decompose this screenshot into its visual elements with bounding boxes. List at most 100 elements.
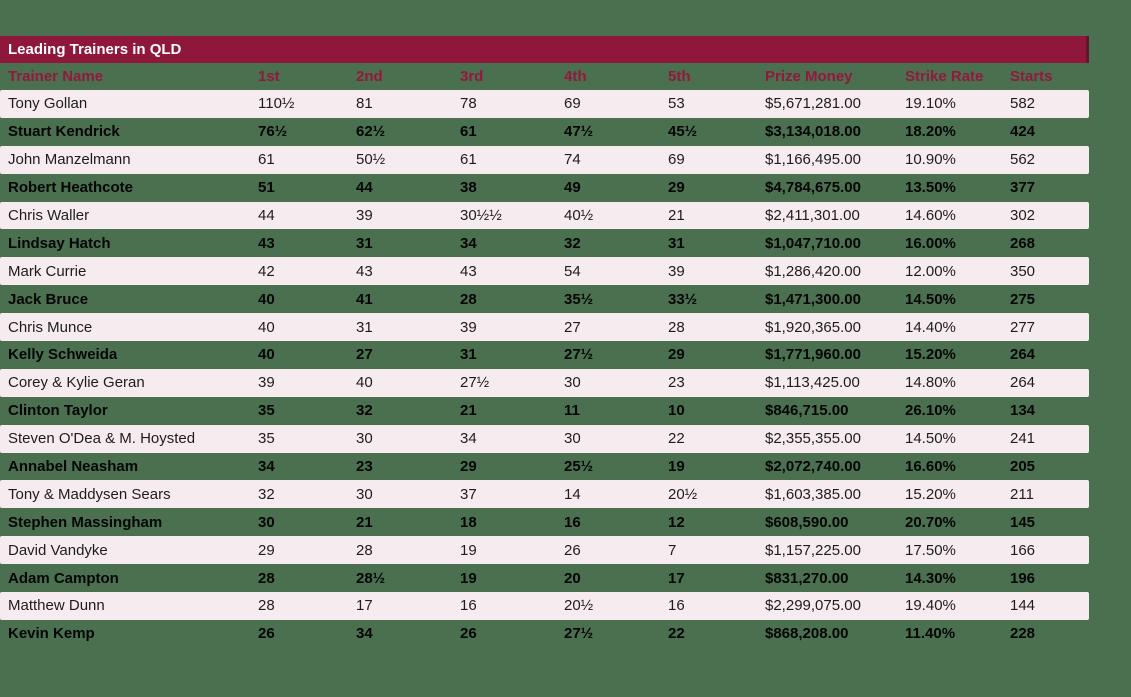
stat-cell: $608,590.00 (765, 513, 849, 531)
stat-cell: 81 (356, 95, 373, 113)
table-row: Mark Currie 42 43 43 54 39 $1,286,420.00 12.00%… (0, 257, 1089, 286)
table-row: Adam Campton 28 28½ 19 20 17 $831,270.00 14.30%… (0, 564, 1089, 592)
stat-cell: 40½ (564, 207, 594, 224)
stat-cell: 21 (460, 402, 477, 420)
stat-cell: 74 (564, 151, 581, 169)
stat-cell: 44 (356, 179, 373, 197)
stat-cell: $2,299,075.00 (765, 597, 861, 615)
stat-cell: 20½ (668, 485, 698, 503)
stat-cell: 27½ (460, 374, 490, 392)
stat-cell: 18 (460, 513, 477, 531)
trainer-name-cell: Chris Waller (8, 207, 90, 224)
table-row: Corey & Kylie Geran 39 40 27½ 30 23 $1,113,425… (0, 368, 1089, 397)
stat-cell: 28 (356, 541, 373, 559)
stat-cell: 18.20% (905, 123, 956, 141)
stat-cell: 228 (1010, 625, 1036, 643)
stat-cell: 69 (564, 95, 581, 113)
leading-trainers-table: Leading Trainers in QLD Trainer Name 1st… (0, 36, 1089, 648)
stat-cell: 350 (1010, 262, 1036, 280)
trainer-name-cell: John Manzelmann (8, 151, 131, 169)
stat-cell: $4,784,675.00 (765, 179, 861, 197)
stat-cell: $1,166,495.00 (765, 151, 861, 169)
stat-cell: $1,603,385.00 (765, 485, 861, 503)
stat-cell: 35½ (564, 290, 594, 308)
stat-cell: 35 (258, 430, 275, 448)
table-row: David Vandyke 29 28 19 26 7 $1,157,225.00 17.50… (0, 536, 1089, 565)
stat-cell: $2,355,355.00 (765, 430, 861, 448)
stat-cell: 11 (564, 402, 580, 420)
stat-cell: 241 (1010, 430, 1036, 448)
trainer-name-cell: Tony & Maddysen Sears (8, 485, 171, 503)
stat-cell: $3,134,018.00 (765, 123, 861, 141)
table-row: Clinton Taylor 35 32 21 11 10 $846,715.00 26.10… (0, 397, 1089, 425)
stat-cell: 29 (460, 458, 477, 476)
stat-cell: $1,471,300.00 (765, 290, 861, 308)
trainer-name-cell: Matthew Dunn (8, 597, 105, 615)
stat-cell: 32 (564, 234, 581, 252)
stat-cell: 19.10% (905, 95, 956, 113)
stat-cell: 28½ (356, 569, 386, 587)
stat-cell: 61 (460, 151, 477, 169)
stat-cell: 39 (258, 374, 275, 392)
stat-cell: 14.50% (905, 430, 956, 448)
table-row: Tony & Maddysen Sears 32 30 37 14 20½ $1,603,3… (0, 480, 1089, 509)
table-row: Jack Bruce 40 41 28 35½ 33½ $1,471,300.00 14.50… (0, 285, 1089, 313)
table-row: Matthew Dunn 28 17 16 20½ 16 $2,299,075.00 19.4… (0, 592, 1089, 620)
stat-cell: 30 (564, 430, 581, 448)
table-row: Chris Munce 40 31 39 27 28 $1,920,365.00 14.40%… (0, 313, 1089, 342)
stat-cell: $5,671,281.00 (765, 95, 861, 113)
column-header-5th: 5th (668, 68, 691, 85)
stat-cell: 20 (564, 569, 581, 587)
column-header-trainer-name: Trainer Name (8, 68, 104, 85)
trainer-name-cell: Chris Munce (8, 318, 93, 336)
trainer-name-cell: Tony Gollan (8, 95, 88, 113)
stat-cell: 32 (258, 485, 275, 503)
table-title-bar: Leading Trainers in QLD (0, 36, 1089, 63)
stat-cell: $1,286,420.00 (765, 262, 861, 280)
stat-cell: 27 (564, 318, 581, 336)
stat-cell: 26 (460, 625, 477, 643)
column-header-3rd: 3rd (460, 68, 484, 85)
stat-cell: 268 (1010, 234, 1036, 252)
stat-cell: 10 (668, 402, 685, 420)
stat-cell: 16 (564, 513, 581, 531)
stat-cell: 28 (668, 318, 685, 336)
stat-cell: 16.00% (905, 234, 956, 252)
stat-cell: 37 (460, 485, 477, 503)
stat-cell: 12 (668, 513, 685, 531)
stat-cell: 40 (258, 346, 275, 364)
stat-cell: 44 (258, 207, 275, 224)
trainer-name-cell: Jack Bruce (8, 290, 89, 308)
stat-cell: 562 (1010, 151, 1036, 169)
stat-cell: 134 (1010, 402, 1036, 420)
stat-cell: 17 (668, 569, 685, 587)
column-header-1st: 1st (258, 68, 280, 85)
stat-cell: 20½ (564, 597, 594, 615)
table-row: Stuart Kendrick 76½ 62½ 61 47½ 45½ $3,134,018.… (0, 118, 1089, 146)
stat-cell: 264 (1010, 346, 1036, 364)
stat-cell: 13.50% (905, 179, 956, 197)
stat-cell: 33½ (668, 290, 698, 308)
table-row: John Manzelmann 61 50½ 61 74 69 $1,166,495.00 1… (0, 145, 1089, 174)
stat-cell: 30½½ (460, 207, 502, 224)
stat-cell: 53 (668, 95, 685, 113)
stat-cell: 41 (356, 290, 373, 308)
stat-cell: 54 (564, 262, 581, 280)
trainer-name-cell: Stuart Kendrick (8, 123, 120, 141)
table-row: Stephen Massingham 30 21 18 16 12 $608,590.00 2… (0, 508, 1089, 536)
stat-cell: $2,411,301.00 (765, 207, 860, 224)
stat-cell: 31 (356, 318, 373, 336)
stat-cell: 34 (258, 458, 275, 476)
stat-cell: 61 (258, 151, 275, 169)
trainer-name-cell: Adam Campton (8, 569, 119, 587)
stat-cell: 61 (460, 123, 477, 141)
stat-cell: 14.80% (905, 374, 956, 392)
stat-cell: $1,920,365.00 (765, 318, 861, 336)
trainer-name-cell: Steven O'Dea & M. Hoysted (8, 430, 196, 448)
stat-cell: 27 (356, 346, 373, 364)
stat-cell: $831,270.00 (765, 569, 849, 587)
stat-cell: 26 (564, 541, 581, 559)
stat-cell: 45½ (668, 123, 698, 141)
stat-cell: 34 (460, 430, 477, 448)
stat-cell: 27½ (564, 346, 594, 364)
